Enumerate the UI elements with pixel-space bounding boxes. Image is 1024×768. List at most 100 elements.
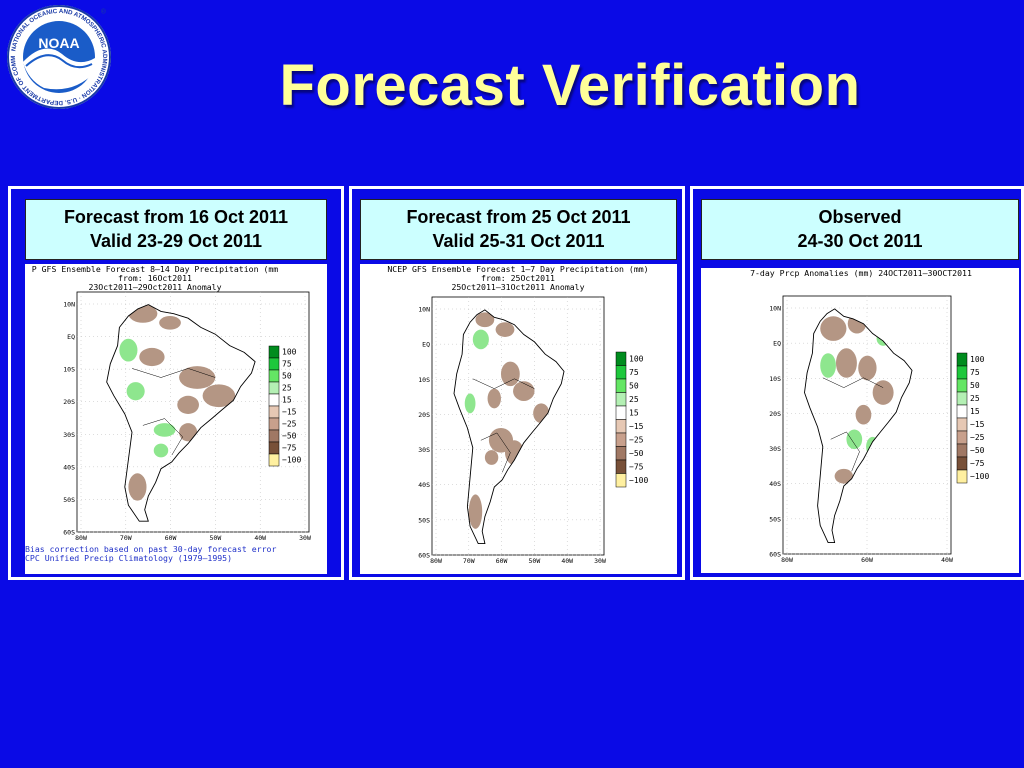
map-header: NCEP GFS Ensemble Forecast 1—7 Day Preci… xyxy=(387,264,648,274)
legend-swatch xyxy=(615,351,627,366)
lon-tick-label: 60W xyxy=(165,534,177,542)
legend-swatch xyxy=(615,432,627,447)
legend-swatch xyxy=(268,345,280,359)
precip-map: P GFS Ensemble Forecast 8—14 Day Precipi… xyxy=(25,264,327,574)
legend-swatch xyxy=(615,365,627,380)
precip-map-svg: 7-day Prcp Anomalies (mm) 24OCT2011—30OC… xyxy=(750,268,989,564)
legend-label: 50 xyxy=(629,381,639,390)
precip-map: 7-day Prcp Anomalies (mm) 24OCT2011—30OC… xyxy=(701,268,1019,573)
legend-label: −25 xyxy=(970,433,985,442)
caption-line-2: Valid 23-29 Oct 2011 xyxy=(89,231,263,251)
lon-tick-label: 80W xyxy=(781,556,793,564)
map-header: P GFS Ensemble Forecast 8—14 Day Precipi… xyxy=(32,264,279,274)
legend-label: −75 xyxy=(970,459,985,468)
lon-tick-label: 70W xyxy=(120,534,132,542)
lon-tick-label: 40W xyxy=(941,556,953,564)
wet-anomaly-area xyxy=(153,443,169,458)
legend-label: 25 xyxy=(970,394,980,403)
noaa-logo-icon: NOAA NATIONAL OCEANIC AND ATMOSPHERIC AD… xyxy=(2,0,114,112)
legend-swatch xyxy=(268,393,280,407)
legend-swatch xyxy=(615,405,627,420)
lon-tick-label: 30W xyxy=(594,557,606,565)
caption-line-1: Forecast from 16 Oct 2011 xyxy=(63,207,289,227)
legend-swatch xyxy=(956,430,968,445)
country-border xyxy=(472,378,535,389)
legend-swatch xyxy=(615,419,627,434)
dry-anomaly-area xyxy=(513,381,535,401)
map-header: from: 25Oct2011 xyxy=(481,273,555,283)
dry-anomaly-area xyxy=(495,322,515,337)
dry-anomaly-area xyxy=(475,312,495,328)
lat-tick-label: 10S xyxy=(418,376,430,384)
lat-tick-label: 10N xyxy=(769,305,781,313)
country-border xyxy=(822,377,884,388)
map-frame xyxy=(431,296,605,556)
lon-tick-label: 50W xyxy=(210,534,222,542)
lat-tick-label: EQ xyxy=(773,340,781,348)
lat-tick-label: 40S xyxy=(418,481,430,489)
lon-tick-label: 60W xyxy=(861,556,873,564)
lon-tick-label: 50W xyxy=(529,557,541,565)
lon-tick-label: 40W xyxy=(561,557,573,565)
panel-caption: Forecast from 25 Oct 2011 Valid 25-31 Oc… xyxy=(360,199,677,260)
caption-line-1: Forecast from 25 Oct 2011 xyxy=(406,207,631,227)
legend-label: 25 xyxy=(629,395,639,404)
slide-title: Forecast Verification xyxy=(279,53,861,118)
legend-swatch xyxy=(956,469,968,484)
forecast-panel-1: Forecast from 16 Oct 2011 Valid 23-29 Oc… xyxy=(8,186,344,580)
legend-swatch xyxy=(268,405,280,419)
legend-label: 100 xyxy=(970,355,985,364)
dry-anomaly-area xyxy=(872,380,894,405)
legend-swatch xyxy=(268,441,280,455)
dry-anomaly-area xyxy=(487,388,501,409)
legend-label: −25 xyxy=(282,420,297,429)
dry-anomaly-area xyxy=(834,468,853,484)
legend-label: −50 xyxy=(629,449,644,458)
wet-anomaly-area xyxy=(126,382,145,401)
lon-tick-label: 70W xyxy=(463,557,475,565)
legend-label: 25 xyxy=(282,384,292,393)
precip-map: NCEP GFS Ensemble Forecast 1—7 Day Preci… xyxy=(360,264,677,574)
legend-label: 15 xyxy=(629,408,639,417)
country-border xyxy=(131,368,216,378)
dry-anomaly-area xyxy=(159,315,181,330)
legend-swatch xyxy=(956,391,968,406)
lat-tick-label: 40S xyxy=(63,463,75,471)
dry-anomaly-area xyxy=(139,347,165,367)
wet-anomaly-area xyxy=(153,423,176,437)
legend-swatch xyxy=(956,456,968,471)
legend-swatch xyxy=(956,417,968,432)
map-header: 7-day Prcp Anomalies (mm) 24OCT2011—30OC… xyxy=(750,268,972,278)
precip-map-svg: P GFS Ensemble Forecast 8—14 Day Precipi… xyxy=(25,264,311,563)
lat-tick-label: 20S xyxy=(63,398,75,406)
observed-panel: Observed 24-30 Oct 2011 7-day Prcp Anoma… xyxy=(690,186,1024,580)
legend-label: −75 xyxy=(629,462,644,471)
lat-tick-label: 50S xyxy=(63,496,75,504)
dry-anomaly-area xyxy=(202,384,236,408)
legend-label: −15 xyxy=(629,422,644,431)
panel-caption: Observed 24-30 Oct 2011 xyxy=(701,199,1019,260)
dry-anomaly-area xyxy=(179,366,216,389)
caption-line-1: Observed xyxy=(818,207,902,227)
dry-anomaly-area xyxy=(835,348,857,378)
wet-anomaly-area xyxy=(472,329,489,350)
wet-anomaly-area xyxy=(119,338,138,362)
legend-label: 15 xyxy=(282,396,292,405)
dry-anomaly-area xyxy=(484,450,499,465)
legend-swatch xyxy=(615,392,627,407)
lat-tick-label: 20S xyxy=(418,411,430,419)
wet-anomaly-area xyxy=(464,393,476,414)
lat-tick-label: 10N xyxy=(418,306,430,314)
legend-label: −15 xyxy=(282,408,297,417)
legend-swatch xyxy=(615,473,627,488)
lon-tick-label: 60W xyxy=(496,557,508,565)
legend-label: 100 xyxy=(629,354,644,363)
legend-label: 75 xyxy=(629,368,639,377)
legend-label: 50 xyxy=(282,372,292,381)
legend-label: −100 xyxy=(629,476,648,485)
dry-anomaly-area xyxy=(128,473,147,501)
legend-swatch xyxy=(268,453,280,467)
lat-tick-label: 20S xyxy=(769,410,781,418)
map-header: 23Oct2011—29Oct2011 Anomaly xyxy=(88,282,221,292)
country-border xyxy=(142,418,184,456)
